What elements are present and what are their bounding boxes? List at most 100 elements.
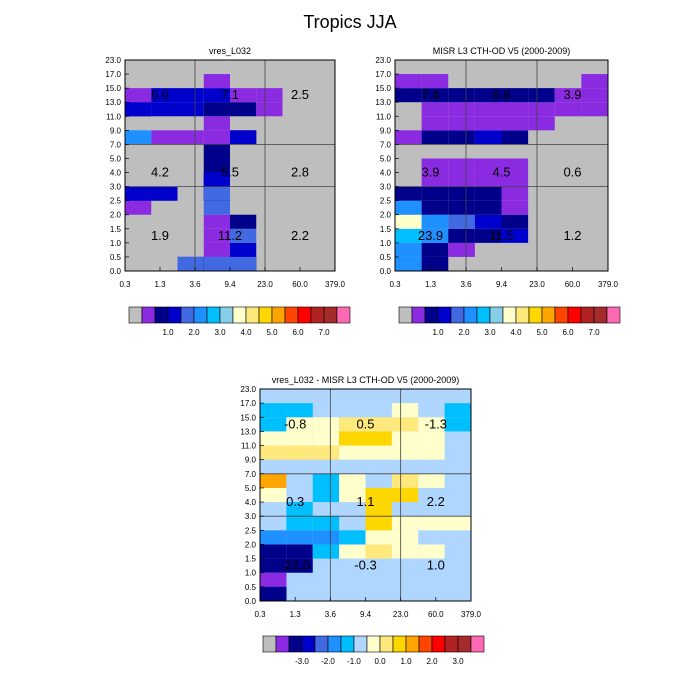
heatmap-cell <box>151 130 178 145</box>
x-tick-label: 379.0 <box>325 280 346 289</box>
heatmap-cell <box>448 214 475 229</box>
heatmap-cell <box>203 214 230 229</box>
colorbar-swatch <box>327 635 342 653</box>
x-tick-label: 60.0 <box>565 280 581 289</box>
y-tick-label: 5.0 <box>245 484 257 493</box>
y-tick-label: 7.0 <box>110 140 122 149</box>
colorbar-swatch <box>606 306 621 324</box>
y-tick-label: 9.0 <box>245 456 257 465</box>
y-tick-label: 13.0 <box>240 427 256 436</box>
colorbar-swatch <box>418 635 433 653</box>
x-tick-label: 0.3 <box>389 280 401 289</box>
colorbar-swatch <box>405 635 420 653</box>
heatmap-cell <box>286 516 313 531</box>
figure-title: Tropics JJA <box>303 12 396 32</box>
heatmap-cell <box>177 88 204 103</box>
heatmap-cell <box>581 74 608 89</box>
heatmap-cell <box>230 228 257 243</box>
colorbar-label: 3.0 <box>214 328 226 337</box>
y-tick-label: 23.0 <box>105 56 121 65</box>
y-tick-label: 11.0 <box>241 442 257 451</box>
heatmap-cell <box>421 242 449 257</box>
heatmap-cell <box>554 88 582 103</box>
heatmap-cell <box>501 200 529 215</box>
cell-annotation: -0.3 <box>354 558 376 573</box>
x-tick-label: 379.0 <box>461 610 482 619</box>
heatmap-cell <box>421 88 449 103</box>
heatmap-cell <box>365 431 392 446</box>
heatmap-cell <box>395 256 422 271</box>
heatmap-cell <box>177 102 204 117</box>
heatmap-cell <box>391 417 419 432</box>
x-tick-label: 9.4 <box>224 280 236 289</box>
colorbar-label: 2.0 <box>426 657 438 666</box>
colorbar-swatch <box>167 306 182 324</box>
x-tick-label: 23.0 <box>529 280 545 289</box>
colorbar-swatch <box>470 635 485 653</box>
cell-annotation: 2.5 <box>291 87 309 102</box>
colorbar-swatch <box>301 635 316 653</box>
heatmap-cell <box>260 473 287 488</box>
heatmap-cell <box>395 200 422 215</box>
y-tick-label: 23.0 <box>240 385 256 394</box>
heatmap-panel-2: MISR L3 CTH-OD V5 (2000-2009) 0.0 0.5 1.0 1.… <box>375 46 621 337</box>
heatmap-cell <box>203 116 230 131</box>
colorbar-swatch <box>567 306 582 324</box>
x-tick-label: 1.3 <box>290 610 302 619</box>
x-tick-label: 1.3 <box>154 280 166 289</box>
heatmap-cell <box>203 228 230 243</box>
heatmap-cell <box>474 158 502 173</box>
colorbar-swatch <box>444 635 459 653</box>
colorbar-swatch <box>411 306 426 324</box>
heatmap-cell <box>256 102 283 117</box>
y-tick-label: 1.0 <box>245 569 257 578</box>
colorbar-swatch <box>262 635 277 653</box>
x-tick-label: 23.0 <box>257 280 273 289</box>
heatmap-cell <box>286 544 313 559</box>
heatmap-cell <box>339 544 366 559</box>
colorbar-label: 5.0 <box>266 328 278 337</box>
heatmap-cell <box>395 130 422 145</box>
x-tick-label: 3.6 <box>460 280 472 289</box>
x-tick-label: 3.6 <box>189 280 201 289</box>
colorbar-swatch <box>193 306 208 324</box>
y-tick-label: 0.5 <box>110 253 122 262</box>
heatmap-cell <box>312 530 340 545</box>
y-tick-label: 4.0 <box>110 169 122 178</box>
cell-annotation: 2.8 <box>291 165 309 180</box>
heatmap-cell <box>339 473 366 488</box>
colorbar-swatch <box>353 635 368 653</box>
heatmap-cell <box>230 214 257 229</box>
heatmap-cell <box>501 172 529 187</box>
x-tick-label: 3.6 <box>325 610 337 619</box>
colorbar-label: 5.0 <box>536 328 548 337</box>
heatmap-cell <box>286 572 313 587</box>
heatmap-cell <box>421 74 449 89</box>
colorbar-swatch <box>180 306 195 324</box>
x-tick-label: 0.3 <box>119 280 131 289</box>
heatmap-cell <box>312 544 340 559</box>
heatmap-cell <box>203 158 230 173</box>
heatmap-cell <box>312 431 340 446</box>
colorbar-label: 6.0 <box>292 328 304 337</box>
heatmap-cell <box>391 516 419 531</box>
y-tick-label: 1.5 <box>245 555 257 564</box>
colorbar-label: 3.0 <box>484 328 496 337</box>
heatmap-cell <box>581 102 608 117</box>
colorbar-label: 4.0 <box>240 328 252 337</box>
colorbar-swatch <box>219 306 234 324</box>
colorbar-swatch <box>314 635 329 653</box>
heatmap-cell <box>230 256 257 271</box>
colorbar-label: 2.0 <box>458 328 470 337</box>
heatmap-cell <box>448 116 475 131</box>
colorbar-label: -2.0 <box>321 657 335 666</box>
colorbar-swatch <box>275 635 290 653</box>
colorbar-swatch <box>310 306 325 324</box>
heatmap-cell <box>177 256 204 271</box>
heatmap-cell <box>286 417 313 432</box>
heatmap-cell <box>177 130 204 145</box>
heatmap-cell <box>365 544 392 559</box>
cell-annotation: 3.9 <box>421 165 439 180</box>
colorbar-swatch <box>489 306 504 324</box>
